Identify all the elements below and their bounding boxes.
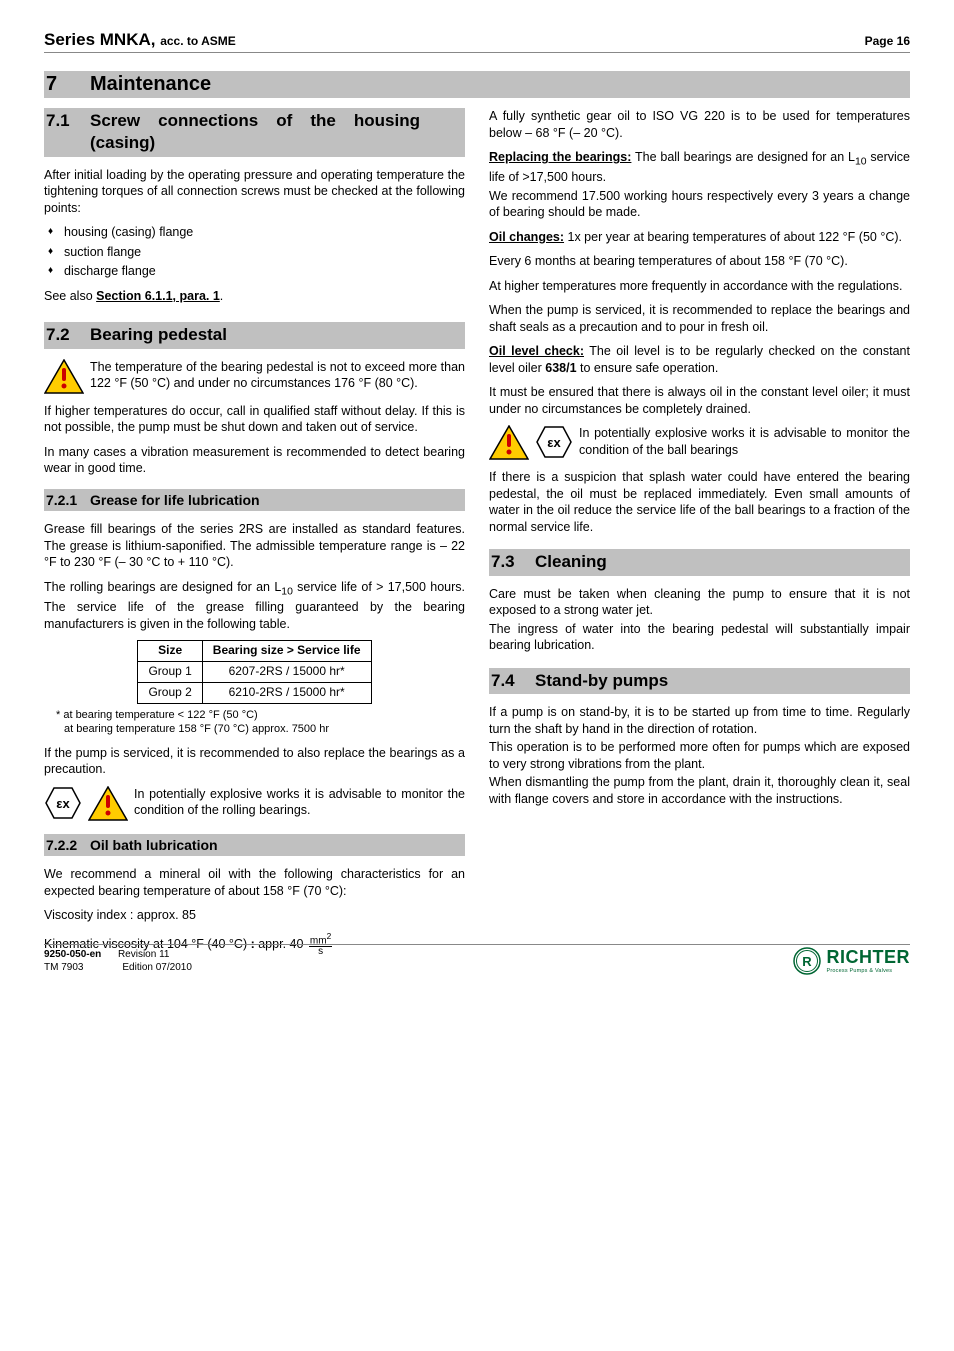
logo-text-block: RICHTER Process Pumps & Valves — [827, 947, 911, 974]
table-footnote: * at bearing temperature < 122 °F (50 °C… — [56, 708, 465, 737]
body-text: See also Section 6.1.1, para. 1. — [44, 288, 465, 305]
warning-text: In potentially explosive works it is adv… — [134, 786, 465, 819]
section-7-2-heading: 7.2Bearing pedestal — [44, 322, 465, 348]
table-cell: 6207-2RS / 15000 hr* — [202, 661, 371, 682]
cross-reference: Section 6.1.1, para. 1 — [96, 289, 220, 303]
table-cell: Group 2 — [138, 682, 202, 703]
subsubsection-number: 7.2.2 — [44, 836, 90, 854]
subsection-title: Cleaning — [535, 552, 607, 571]
body-text: When the pump is serviced, it is recomme… — [489, 302, 910, 335]
subsection-number: 7.4 — [489, 670, 535, 692]
subscript: 10 — [281, 586, 293, 597]
section-7-1-heading: 7.1Screw connections of the housing (cas… — [44, 108, 465, 157]
inline-heading: Replacing the bearings: — [489, 150, 631, 164]
edition: Edition 07/2010 — [122, 962, 192, 973]
body-text: It must be ensured that there is always … — [489, 384, 910, 417]
table-cell: 6210-2RS / 15000 hr* — [202, 682, 371, 703]
ex-icon: εx — [535, 425, 573, 459]
subsection-number: 7.2 — [44, 324, 90, 346]
body-text: When dismantling the pump from the plant… — [489, 774, 910, 807]
subsubsection-title: Oil bath lubrication — [90, 837, 218, 853]
brand-logo: R RICHTER Process Pumps & Valves — [793, 947, 911, 975]
brand-tagline: Process Pumps & Valves — [827, 968, 911, 974]
subsection-title: Screw connections of the housing (casing… — [90, 110, 420, 155]
svg-text:εx: εx — [56, 796, 70, 811]
ex-icon: εx — [44, 786, 82, 820]
subsubsection-number: 7.2.1 — [44, 491, 90, 509]
body-text: Care must be taken when cleaning the pum… — [489, 586, 910, 619]
table-header: Size — [138, 641, 202, 662]
body-text: Viscosity index : approx. 85 — [44, 907, 465, 924]
body-text: At higher temperatures more frequently i… — [489, 278, 910, 295]
warning-triangle-icon — [44, 359, 84, 395]
warning-triangle-icon — [88, 786, 128, 822]
header-title: Series MNKA, acc. to ASME — [44, 30, 236, 50]
body-text: Every 6 months at bearing temperatures o… — [489, 253, 910, 270]
table-row: Group 1 6207-2RS / 15000 hr* — [138, 661, 371, 682]
section-7-2-2-heading: 7.2.2Oil bath lubrication — [44, 834, 465, 856]
svg-text:R: R — [802, 954, 812, 969]
list-item: housing (casing) flange — [48, 224, 465, 241]
body-text: The ingress of water into the bearing pe… — [489, 621, 910, 654]
page-footer: 9250-050-en Revision 11 TM 7903 Edition … — [44, 944, 910, 975]
page-header: Series MNKA, acc. to ASME Page 16 — [44, 30, 910, 53]
section-7-2-1-heading: 7.2.1Grease for life lubrication — [44, 489, 465, 511]
section-number: 7 — [44, 73, 90, 96]
list-item: suction flange — [48, 244, 465, 261]
table-header: Bearing size > Service life — [202, 641, 371, 662]
body-text: We recommend 17.500 working hours respec… — [489, 188, 910, 221]
body-text: The rolling bearings are designed for an… — [44, 579, 465, 632]
body-text: Grease fill bearings of the series 2RS a… — [44, 521, 465, 571]
left-column: 7.1Screw connections of the housing (cas… — [44, 108, 465, 965]
subsection-number: 7.1 — [44, 110, 90, 132]
body-text: If a pump is on stand-by, it is to be st… — [489, 704, 910, 737]
subsection-title: Bearing pedestal — [90, 325, 227, 344]
body-text: Oil changes: 1x per year at bearing temp… — [489, 229, 910, 246]
table-cell: Group 1 — [138, 661, 202, 682]
subsection-number: 7.3 — [489, 551, 535, 573]
section-title: Maintenance — [90, 73, 211, 95]
section-7-3-heading: 7.3Cleaning — [489, 549, 910, 575]
table-header-row: Size Bearing size > Service life — [138, 641, 371, 662]
table-row: Group 2 6210-2RS / 15000 hr* — [138, 682, 371, 703]
section-7-heading: 7Maintenance — [44, 71, 910, 98]
page-number: Page 16 — [865, 34, 910, 48]
warning-text: The temperature of the bearing pedestal … — [90, 359, 465, 392]
inline-heading: Oil changes: — [489, 230, 564, 244]
logo-icon: R — [793, 947, 821, 975]
body-text: If there is a suspicion that splash wate… — [489, 469, 910, 535]
svg-text:εx: εx — [547, 435, 561, 450]
doc-number: 9250-050-en — [44, 949, 101, 960]
body-text: If the pump is serviced, it is recommend… — [44, 745, 465, 778]
inline-heading: Oil level check: — [489, 344, 584, 358]
subscript: 10 — [855, 157, 867, 168]
body-text: A fully synthetic gear oil to ISO VG 220… — [489, 108, 910, 141]
body-text: After initial loading by the operating p… — [44, 167, 465, 217]
series-name: Series MNKA, — [44, 30, 160, 49]
body-text: In many cases a vibration measurement is… — [44, 444, 465, 477]
warning-triangle-icon — [489, 425, 529, 461]
right-column: A fully synthetic gear oil to ISO VG 220… — [489, 108, 910, 965]
body-text: This operation is to be performed more o… — [489, 739, 910, 772]
body-text: Replacing the bearings: The ball bearing… — [489, 149, 910, 186]
series-suffix: acc. to ASME — [160, 34, 236, 48]
body-text: We recommend a mineral oil with the foll… — [44, 866, 465, 899]
body-text: If higher temperatures do occur, call in… — [44, 403, 465, 436]
footer-docinfo: 9250-050-en Revision 11 TM 7903 Edition … — [44, 948, 192, 974]
service-life-table: Size Bearing size > Service life Group 1… — [137, 640, 371, 703]
warning-block: The temperature of the bearing pedestal … — [44, 359, 465, 395]
bullet-list: housing (casing) flange suction flange d… — [48, 224, 465, 280]
tm-number: TM 7903 — [44, 962, 83, 973]
body-text: Oil level check: The oil level is to be … — [489, 343, 910, 376]
brand-name: RICHTER — [827, 947, 911, 968]
list-item: discharge flange — [48, 263, 465, 280]
subsubsection-title: Grease for life lubrication — [90, 492, 260, 508]
revision: Revision 11 — [118, 949, 170, 960]
section-7-4-heading: 7.4Stand-by pumps — [489, 668, 910, 694]
warning-text: In potentially explosive works it is adv… — [579, 425, 910, 458]
ex-warning-block: εx In potentially explosive works it is … — [44, 786, 465, 822]
subsection-title: Stand-by pumps — [535, 671, 668, 690]
ex-warning-block: εx In potentially explosive works it is … — [489, 425, 910, 461]
